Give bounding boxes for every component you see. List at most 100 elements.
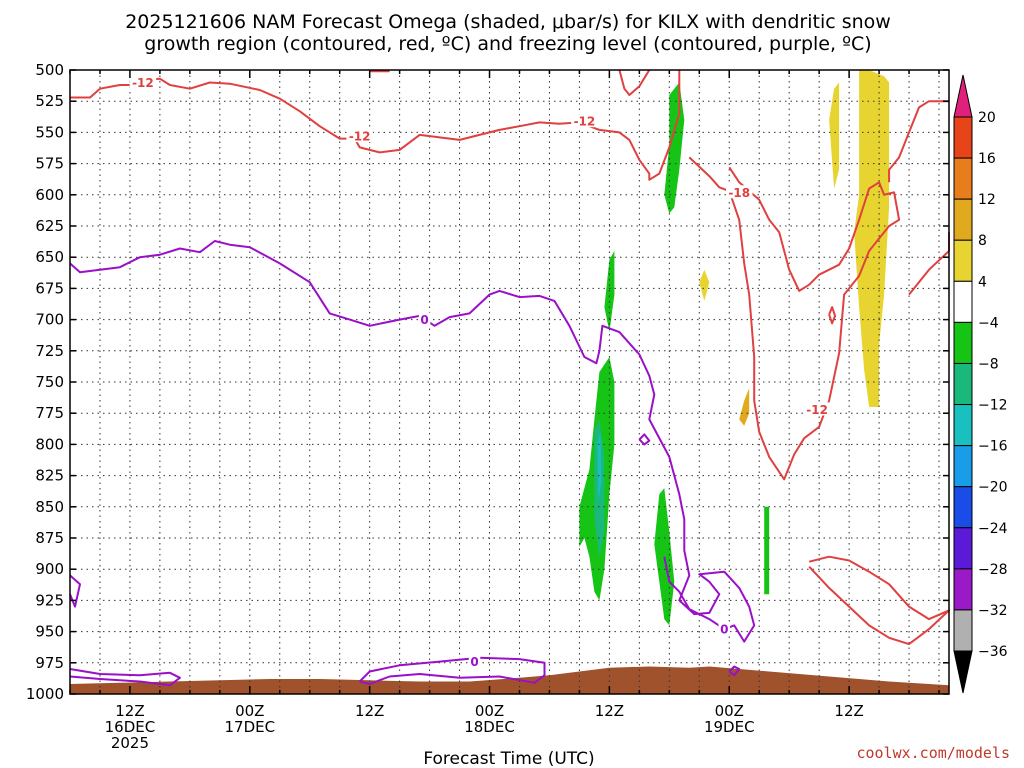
y-tick-label-575: 575 [35, 155, 64, 173]
freezing-contour-main [69, 240, 756, 643]
freezing-contour-label-2: 0 [720, 623, 728, 637]
colorbar: 20 16 12 8 4 −4 −8 −12 −16 −20 −24 −28 −32 −36 [953, 74, 1008, 694]
credit-text: coolwx.com/models [856, 744, 1010, 762]
omega-region-6 [764, 506, 770, 595]
x-axis-label: Forecast Time (UTC) [423, 749, 594, 768]
dendritic-contour-label-4-bg [803, 402, 831, 416]
x-tick-label-4-0: 12Z [595, 702, 624, 720]
dendritic-contour-2 [688, 156, 901, 481]
colorbar-bin-7 [953, 362, 973, 406]
y-tick-label-525: 525 [35, 92, 64, 110]
dendritic-contour-3 [888, 100, 949, 183]
colorbar-label-3: 8 [978, 233, 987, 249]
y-tick-label-950: 950 [35, 623, 64, 641]
x-tick-label-1-0: 00Z [235, 702, 264, 720]
freezing-contour-1 [69, 668, 181, 687]
colorbar-label-13: −36 [978, 644, 1008, 660]
x-tick-label-3-1: 18DEC [464, 718, 515, 736]
y-tick-label-625: 625 [35, 217, 64, 235]
dendritic-contour-label-3-bg [725, 185, 753, 199]
y-tick-label-725: 725 [35, 342, 64, 360]
dendritic-contour-6 [828, 306, 837, 325]
contour-lines [69, 69, 950, 687]
y-tick-label-900: 900 [35, 560, 64, 578]
colorbar-bin-3 [953, 198, 973, 241]
omega-region-8 [829, 82, 840, 189]
x-tick-label-0-2: 2025 [111, 734, 149, 752]
colorbar-label-4: 4 [978, 274, 987, 290]
omega-region-3 [597, 431, 602, 501]
y-tick-label-800: 800 [35, 435, 64, 453]
omega-region-9 [699, 269, 710, 301]
freezing-contour-4 [638, 433, 651, 446]
colorbar-bin-1 [953, 116, 973, 159]
y-tick-label-700: 700 [35, 311, 64, 329]
freezing-contour-label-1-bg [468, 654, 481, 668]
colorbar-bin-5 [953, 280, 973, 323]
y-tick-label-975: 975 [35, 654, 64, 672]
x-tick-label-3-0: 00Z [475, 702, 504, 720]
y-tick-label-925: 925 [35, 591, 64, 609]
colorbar-bin-6 [953, 321, 973, 364]
chart-title-line1: 2025121606 NAM Forecast Omega (shaded, μ… [125, 11, 891, 33]
colorbar-bin-13 [953, 609, 973, 652]
contour-labels: -12 -12 -12 -18 -12 0 0 0 [129, 75, 831, 669]
colorbar-label-6: −8 [978, 356, 999, 372]
dendritic-contour-0 [618, 69, 651, 96]
x-tick-label-6-0: 12Z [834, 702, 863, 720]
dendritic-contour-main [70, 70, 681, 181]
plot-area [70, 70, 949, 694]
y-tick-label-850: 850 [35, 498, 64, 516]
colorbar-label-11: −28 [978, 562, 1008, 578]
freezing-contour-label-0-bg [418, 312, 431, 326]
y-tick-label-875: 875 [35, 529, 64, 547]
dendritic-contour-label-0: -12 [132, 76, 154, 90]
freezing-contour-label-0: 0 [420, 313, 428, 327]
y-tick-label-550: 550 [35, 123, 64, 141]
y-axis: 500 525 550 575 600 625 650 675 700 725 750 775 800 8… [26, 61, 949, 703]
y-tick-label-825: 825 [35, 467, 64, 485]
colorbar-label-5: −4 [978, 315, 999, 331]
omega-region-10 [739, 388, 750, 426]
dendritic-contour-label-4: -12 [806, 403, 828, 417]
dendritic-contour-label-1-bg [346, 129, 373, 143]
x-tick-label-0-1: 16DEC [105, 718, 156, 736]
y-tick-label-650: 650 [35, 248, 64, 266]
y-tick-label-600: 600 [35, 186, 64, 204]
y-tick-label-500: 500 [35, 61, 64, 79]
dendritic-contour-label-2: -12 [574, 115, 596, 129]
colorbar-bin-9 [953, 445, 973, 488]
dendritic-contour-label-1: -12 [349, 130, 371, 144]
x-tick-label-5-1: 19DEC [704, 718, 755, 736]
colorbar-bin-8 [953, 404, 973, 447]
x-tick-label-0-0: 12Z [115, 702, 144, 720]
colorbar-bin-4 [953, 239, 973, 282]
chart-title-line2: growth region (contoured, red, ºC) and f… [144, 33, 871, 55]
x-tick-label-5-0: 00Z [715, 702, 744, 720]
colorbar-label-1: 16 [978, 151, 996, 167]
y-tick-label-775: 775 [35, 404, 64, 422]
omega-region-1 [604, 251, 615, 333]
omega-region-7 [854, 70, 890, 407]
colorbar-extend-bottom [953, 650, 973, 694]
freezing-contour-label-2-bg [718, 622, 731, 636]
y-tick-label-1000: 1000 [26, 685, 64, 703]
freezing-contour-3 [728, 665, 741, 677]
colorbar-extend-top [953, 74, 973, 118]
x-tick-label-2-0: 12Z [355, 702, 384, 720]
freezing-contour-label-1: 0 [470, 655, 478, 669]
omega-shading [579, 70, 890, 626]
colorbar-bin-11 [953, 527, 973, 570]
colorbar-label-2: 12 [978, 192, 996, 208]
colorbar-bin-10 [953, 486, 973, 529]
colorbar-bin-2 [953, 157, 973, 200]
dendritic-contour-label-0-bg [129, 75, 157, 89]
colorbar-label-0: 20 [978, 110, 996, 126]
y-tick-label-750: 750 [35, 373, 64, 391]
freezing-contour-2 [358, 656, 546, 685]
dendritic-contour-label-2-bg [571, 114, 598, 128]
colorbar-label-7: −12 [978, 398, 1008, 414]
colorbar-label-8: −16 [978, 439, 1008, 455]
